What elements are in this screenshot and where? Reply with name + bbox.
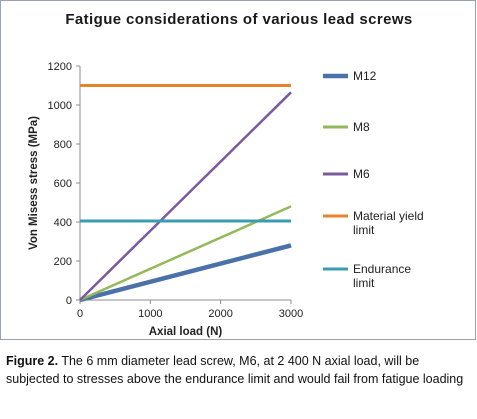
y-tick-label: 600 — [54, 178, 72, 190]
caption-text: The 6 mm diameter lead screw, M6, at 2 4… — [6, 354, 464, 386]
x-tick-label: 2000 — [208, 308, 232, 320]
series-line-3 — [79, 91, 292, 301]
chart-title: Fatigue considerations of various lead s… — [65, 11, 413, 28]
legend-label-1: M12 — [353, 69, 377, 83]
legend-label-2: M8 — [353, 120, 370, 134]
x-tick-label: 0 — [77, 308, 83, 320]
y-tick-label: 1000 — [48, 100, 72, 112]
line-chart: 0 200 400 600 800 1000 1200 0 1000 2000 3000 Axial … — [28, 61, 424, 338]
y-tick-label: 400 — [54, 217, 72, 229]
legend-label-4: Material yield limit — [353, 209, 424, 237]
legend-label-3: M6 — [353, 167, 370, 181]
y-axis-title: Von Misess stress (MPa) — [28, 116, 40, 250]
x-axis-title: Axial load (N) — [149, 326, 223, 338]
series-line-1 — [79, 243, 292, 303]
y-tick-label: 800 — [54, 139, 72, 151]
y-tick-label: 0 — [66, 295, 72, 307]
caption-label: Figure 2. — [6, 354, 59, 368]
figure-caption: Figure 2. The 6 mm diameter lead screw, … — [6, 352, 468, 388]
x-tick-label: 1000 — [138, 308, 162, 320]
chart-frame: Fatigue considerations of various lead s… — [0, 0, 476, 340]
legend-label-5: Endurance limit — [353, 262, 411, 290]
x-tick-label: 3000 — [279, 308, 303, 320]
y-tick-label: 200 — [54, 256, 72, 268]
y-tick-label: 1200 — [48, 61, 72, 73]
